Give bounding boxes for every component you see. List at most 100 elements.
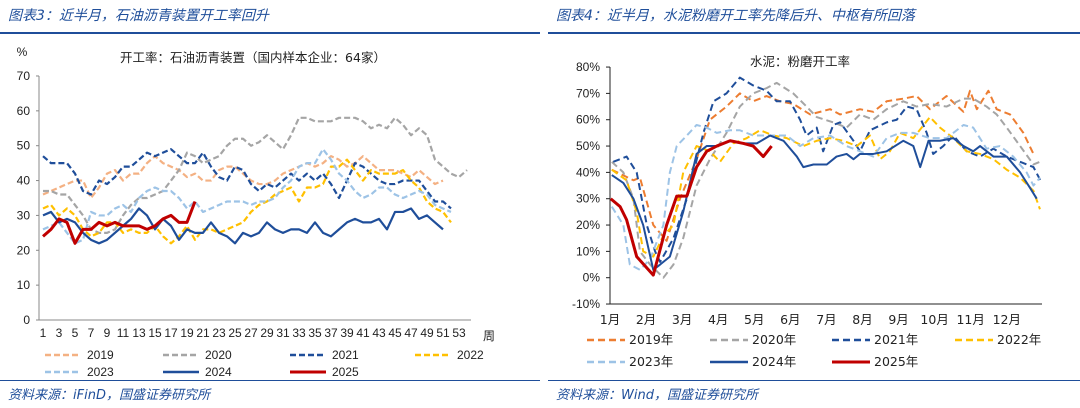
left-panel-source: 资料来源：iFinD，国盛证券研究所: [8, 388, 210, 403]
x-tick-label: 45: [388, 326, 402, 340]
x-tick-label: 9月: [888, 312, 908, 327]
y-tick-label: 70: [17, 69, 31, 83]
x-tick-label: 43: [372, 326, 386, 340]
legend-label-2025: 2025: [332, 365, 359, 379]
legend-label-2022: 2022: [457, 348, 484, 362]
legend-label-2025年: 2025年: [874, 354, 918, 369]
chart-title: 开工率：石油沥青装置（国内样本企业：64家）: [120, 50, 386, 65]
x-tick-label: 5: [72, 326, 79, 340]
x-tick-label: 10月: [920, 312, 948, 327]
x-tick-label: 1月: [600, 312, 620, 327]
x-tick-label: 4月: [708, 312, 728, 327]
y-tick-label: 10%: [576, 244, 600, 258]
legend-label-2019: 2019: [87, 348, 114, 362]
x-axis-label: 周: [483, 329, 495, 343]
right-panel-source: 资料来源：Wind，国盛证券研究所: [556, 388, 758, 403]
y-tick-label: 70%: [576, 86, 600, 100]
x-tick-label: 27: [244, 326, 258, 340]
y-tick-label: 50%: [576, 139, 600, 153]
y-tick-label: -10%: [572, 297, 600, 311]
x-tick-label: 2月: [636, 312, 656, 327]
x-tick-label: 7: [88, 326, 95, 340]
x-tick-label: 19: [180, 326, 194, 340]
legend-label-2021年: 2021年: [874, 332, 918, 347]
y-tick-label: 0: [23, 313, 30, 327]
x-tick-label: 15: [148, 326, 162, 340]
legend-label-2022年: 2022年: [997, 332, 1041, 347]
series-line-2019年: [611, 89, 1035, 242]
series-line-2019: [42, 155, 444, 200]
legend-label-2019年: 2019年: [629, 332, 673, 347]
series-line-2024年: [611, 134, 1038, 271]
x-tick-label: 9: [104, 326, 111, 340]
x-tick-label: 8月: [852, 312, 872, 327]
x-tick-label: 39: [340, 326, 354, 340]
y-tick-label: 30: [17, 208, 31, 222]
chart-title: 水泥：粉磨开工率: [750, 54, 850, 69]
series-line-2021: [42, 148, 452, 210]
series-line-2025年: [609, 139, 773, 277]
y-axis-label: %: [17, 45, 28, 59]
x-tick-label: 11月: [956, 312, 984, 327]
x-tick-label: 7月: [816, 312, 836, 327]
x-tick-label: 5月: [744, 312, 764, 327]
x-tick-label: 49: [420, 326, 434, 340]
series-line-2025: [42, 200, 197, 245]
right-panel-title: 图表4：近半月，水泥粉磨开工率先降后升、中枢有所回落: [556, 8, 915, 24]
x-tick-label: 47: [404, 326, 418, 340]
left-panel: 图表3：近半月，石油沥青装置开工率回升 0 10 20 30 40 50 60 70 1 3 5 7 9…: [0, 8, 540, 403]
y-tick-label: 20: [17, 243, 31, 257]
x-tick-label: 17: [164, 326, 178, 340]
series-line-2022年: [611, 116, 1041, 258]
x-tick-label: 41: [356, 326, 370, 340]
x-tick-label: 11: [117, 326, 130, 340]
y-tick-label: 30%: [576, 192, 600, 206]
x-tick-label: 53: [452, 326, 466, 340]
x-tick-label: 12月: [993, 312, 1021, 327]
legend-label-2020年: 2020年: [752, 332, 796, 347]
cement-grinding-rate-chart: -10% 0% 10% 20% 30% 40% 50% 60% 70% 80% 1月 2月 3月 4月 5月…: [572, 54, 1043, 369]
x-tick-label: 37: [324, 326, 338, 340]
legend-label-2021: 2021: [332, 348, 359, 362]
y-tick-label: 60%: [576, 113, 600, 127]
y-tick-label: 40%: [576, 165, 600, 179]
y-tick-label: 40: [17, 174, 31, 188]
divider: [548, 380, 1080, 381]
series-line-2020: [43, 116, 468, 234]
legend-label-2023年: 2023年: [629, 354, 673, 369]
y-tick-label: 60: [17, 104, 31, 118]
x-tick-label: 3月: [672, 312, 692, 327]
series-line-2024: [42, 207, 444, 245]
y-tick-label: 80%: [576, 60, 600, 74]
x-tick-label: 25: [228, 326, 242, 340]
x-tick-label: 51: [436, 326, 450, 340]
y-tick-label: 20%: [576, 218, 600, 232]
x-tick-label: 31: [276, 326, 290, 340]
left-panel-title: 图表3：近半月，石油沥青装置开工率回升: [8, 8, 269, 24]
legend-label-2020: 2020: [205, 348, 232, 362]
legend-label-2024年: 2024年: [752, 354, 796, 369]
x-tick-label: 33: [292, 326, 306, 340]
divider: [548, 32, 1080, 34]
x-tick-label: 13: [132, 326, 146, 340]
x-tick-label: 23: [212, 326, 226, 340]
series-line-2020年: [611, 81, 1041, 279]
divider: [0, 32, 540, 34]
x-tick-label: 29: [260, 326, 274, 340]
right-panel: 图表4：近半月，水泥粉磨开工率先降后升、中枢有所回落 资料来源：Wind，国盛证…: [548, 0, 1080, 408]
x-tick-label: 6月: [780, 312, 800, 327]
y-tick-label: 10: [17, 278, 31, 292]
x-tick-label: 1: [40, 326, 47, 340]
series-line-2022: [42, 158, 452, 245]
x-tick-label: 3: [56, 326, 63, 340]
y-tick-label: 50: [17, 139, 31, 153]
legend-label-2024: 2024: [205, 365, 232, 379]
x-tick-label: 21: [196, 326, 210, 340]
series-line-2023年: [610, 123, 1041, 271]
x-tick-label: 35: [308, 326, 322, 340]
y-tick-label: 0%: [583, 271, 601, 285]
legend-label-2023: 2023: [87, 365, 114, 379]
divider: [0, 380, 540, 381]
series-line-2023: [42, 148, 452, 245]
